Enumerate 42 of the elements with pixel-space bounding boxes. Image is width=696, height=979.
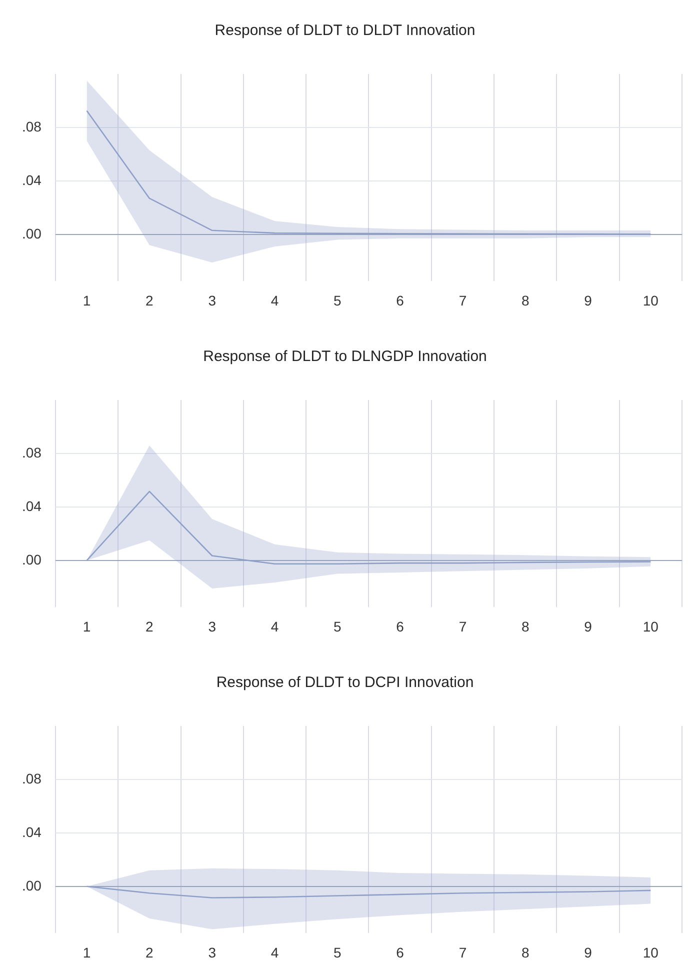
y-tick-label: .08	[22, 770, 42, 786]
x-tick-label: 4	[270, 292, 279, 308]
x-tick-label: 5	[334, 292, 342, 308]
x-tick-label: 8	[521, 292, 530, 308]
x-tick-label: 10	[642, 292, 659, 308]
chart-title: Response of DLDT to DLDT Innovation	[214, 22, 476, 40]
y-tick-label: .00	[22, 877, 42, 894]
x-tick-label: 6	[396, 944, 404, 960]
x-tick-label: 1	[82, 292, 91, 308]
x-tick-label: 3	[208, 292, 216, 308]
x-tick-label: 7	[458, 618, 467, 634]
x-tick-label: 10	[642, 618, 659, 634]
x-tick-label: 2	[146, 618, 154, 634]
x-tick-label: 1	[82, 944, 91, 960]
y-tick-label: .00	[22, 551, 42, 568]
y-tick-label: .08	[22, 118, 42, 134]
x-tick-label: 8	[521, 944, 530, 960]
x-tick-label: 9	[584, 618, 592, 634]
x-tick-label: 5	[334, 944, 342, 960]
y-tick-label: .04	[22, 824, 42, 840]
x-tick-label: 6	[396, 618, 404, 634]
x-tick-label: 7	[458, 292, 467, 308]
x-tick-label: 2	[146, 292, 154, 308]
x-tick-label: 6	[396, 292, 404, 308]
x-tick-label: 7	[458, 944, 467, 960]
x-tick-label: 3	[208, 618, 216, 634]
chart-title: Response of DLDT to DCPI Innovation	[216, 674, 474, 692]
x-tick-label: 9	[584, 292, 592, 308]
y-tick-label: .08	[22, 444, 42, 460]
x-tick-label: 2	[146, 944, 154, 960]
chart-title: Response of DLDT to DLNGDP Innovation	[203, 348, 487, 366]
x-tick-label: 8	[521, 618, 530, 634]
x-tick-label: 4	[270, 618, 279, 634]
x-tick-label: 10	[642, 944, 659, 960]
x-tick-label: 3	[208, 944, 216, 960]
x-tick-label: 1	[82, 618, 91, 634]
y-tick-label: .00	[22, 225, 42, 242]
y-tick-label: .04	[22, 498, 42, 514]
y-tick-label: .04	[22, 172, 42, 188]
x-tick-label: 4	[270, 944, 279, 960]
x-tick-label: 5	[334, 618, 342, 634]
x-tick-label: 9	[584, 944, 592, 960]
